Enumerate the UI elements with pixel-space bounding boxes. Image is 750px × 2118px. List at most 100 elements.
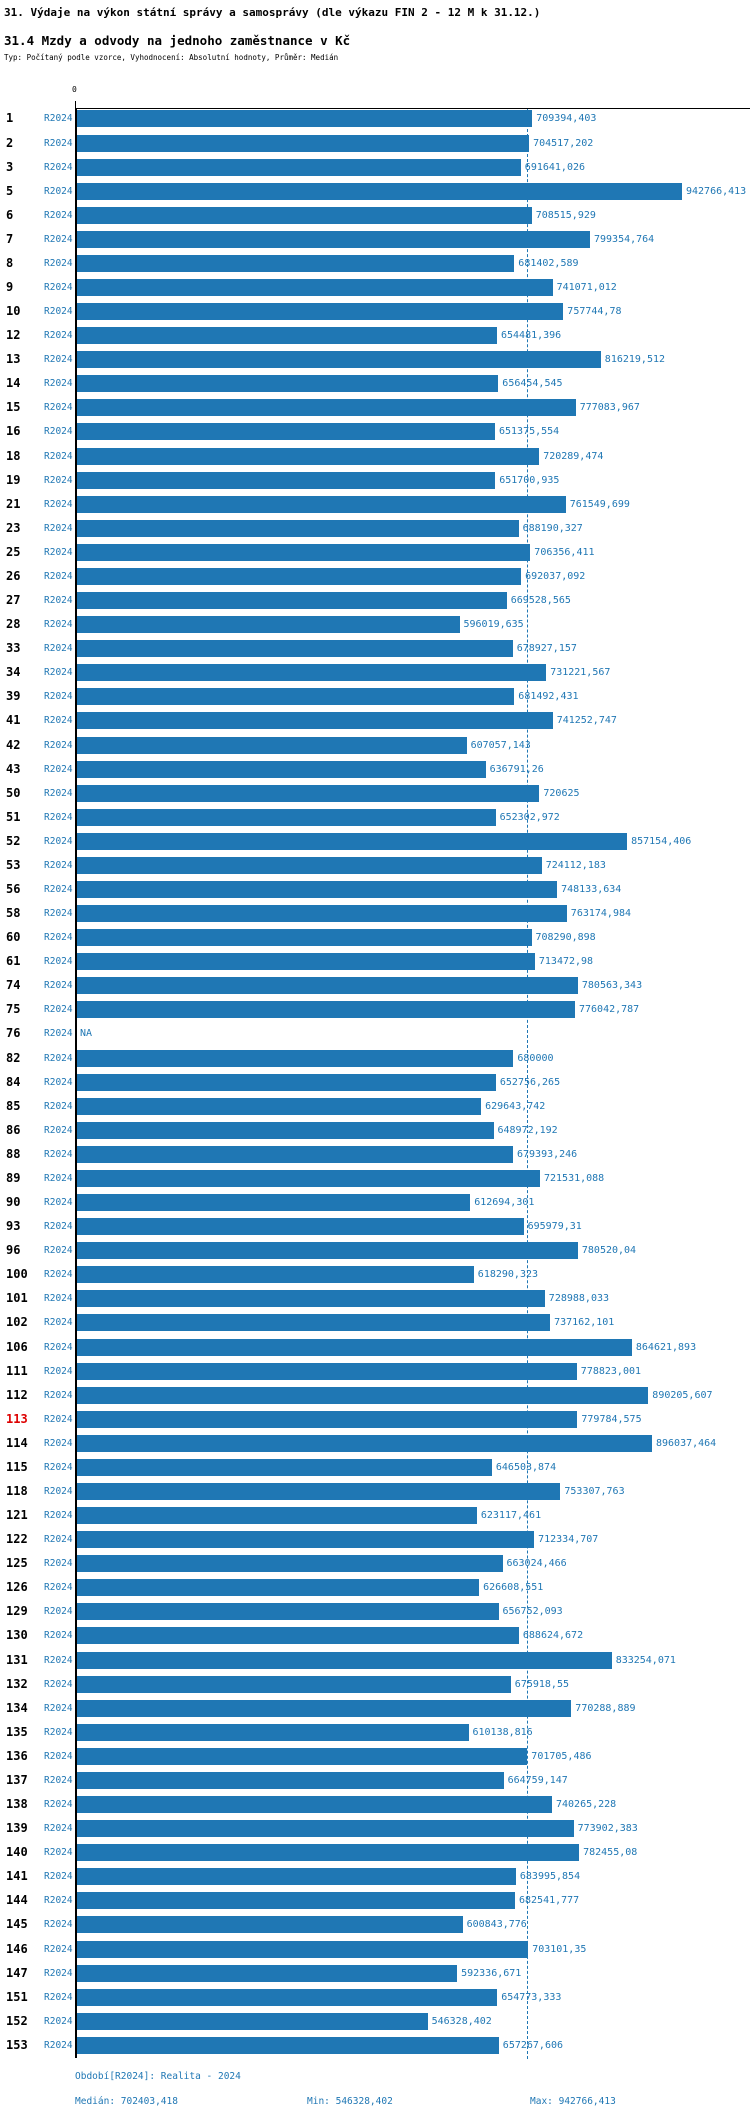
bar [77,1434,652,1452]
series-period-label: R2024 [44,1895,73,1907]
value-label: 713472,98 [538,956,594,968]
bar-row-12: 12 R2024 654481,396 [0,327,750,345]
bar [77,1771,504,1789]
bar-row-25: 25 R2024 706356,411 [0,543,750,561]
value-label: 816219,512 [604,354,666,366]
value-label: 776042,787 [579,1004,640,1016]
series-period-label: R2024 [44,1389,73,1401]
bar-row-19: 19 R2024 651700,935 [0,471,750,489]
value-label: 761549,699 [569,498,630,510]
bar [77,254,515,272]
median-reference-line [527,109,528,2059]
value-label: 780520,04 [581,1245,637,1257]
bar-row-58: 58 R2024 763174,984 [0,905,750,922]
bar [77,375,499,393]
row-number-label: 43 [6,761,21,776]
row-number-label: 6 [6,207,14,222]
row-number-label: 135 [6,1724,28,1739]
bar-row-75: 75 R2024 776042,787 [0,1001,750,1019]
series-period-label: R2024 [44,1172,73,1184]
row-number-label: 13 [6,352,21,367]
value-label: 688624,672 [522,1630,584,1642]
row-number-label: 26 [6,568,21,583]
bar [77,1194,471,1211]
value-label: 681492,431 [518,691,579,703]
row-number-label: 102 [6,1315,28,1330]
series-period-label: R2024 [44,980,73,992]
bar-row-56: 56 R2024 748133,634 [0,881,750,898]
bar [77,447,540,465]
bar [77,1627,519,1645]
bar-row-141: 141 R2024 683995,854 [0,1868,750,1886]
bar-row-74: 74 R2024 780563,343 [0,977,750,995]
row-number-label: 147 [6,1965,28,1980]
footer-min-label: Min: 546328,402 [307,2096,393,2107]
row-number-label: 101 [6,1291,28,1306]
series-period-label: R2024 [44,570,73,582]
value-label: 654773,333 [501,1991,562,2003]
chart-title: 31.4 Mzdy a odvody na jednoho zaměstnanc… [4,33,351,48]
value-label: 623117,461 [480,1510,542,1521]
row-number-label: 152 [6,2013,28,2028]
bar [77,182,682,200]
bar [77,1916,463,1934]
bar [77,616,460,634]
bar-row-122: 122 R2024 712334,707 [0,1531,750,1549]
row-number-label: 86 [6,1122,21,1137]
bar [77,784,540,802]
row-number-label: 51 [6,809,21,824]
value-label: 741252,747 [556,715,617,727]
row-number-label: 75 [6,1002,21,1017]
value-label: 942766,413 [686,185,747,197]
bar [77,1410,578,1428]
row-number-label: 19 [6,472,21,487]
bar [77,1218,524,1236]
row-number-label: 34 [6,665,21,680]
bar [77,1290,545,1308]
chart-meta-line: Typ: Počítaný podle vzorce, Vyhodnocení:… [4,53,339,62]
value-label: 652756,265 [499,1076,561,1088]
series-period-label: R2024 [44,1582,73,1594]
value-label: 731221,567 [550,667,611,679]
series-period-label: R2024 [44,1943,73,1955]
row-number-label: 1 [6,111,14,126]
value-label: 636791,26 [489,763,544,775]
row-number-label: 151 [6,1989,28,2004]
value-label: 857154,406 [631,835,692,847]
bar [77,1507,477,1524]
bar [77,1820,574,1838]
row-number-label: 144 [6,1893,28,1908]
bar [77,856,542,874]
bar [77,567,522,585]
bar [77,1266,474,1284]
bar-row-23: 23 R2024 688190,327 [0,519,750,537]
bar-row-134: 134 R2024 770288,889 [0,1699,750,1717]
bar-row-18: 18 R2024 720289,474 [0,447,750,465]
value-label: 629643,742 [485,1100,546,1112]
series-period-label: R2024 [44,1245,73,1257]
y-axis-line [75,108,77,2058]
series-period-label: R2024 [44,595,73,606]
bar-row-102: 102 R2024 737162,101 [0,1314,750,1332]
row-number-label: 56 [6,882,21,896]
series-period-label: R2024 [44,1919,73,1931]
value-label: 757744,78 [567,306,622,317]
row-number-label: 121 [6,1508,28,1522]
bar [77,230,590,248]
bar [77,279,553,296]
value-label: 782455,08 [583,1847,638,1859]
bar-row-151: 151 R2024 654773,333 [0,1988,750,2006]
row-number-label: 136 [6,1748,28,1763]
value-label: 679393,246 [517,1148,578,1160]
series-period-label: R2024 [44,1871,73,1883]
value-label: 678927,157 [516,643,577,655]
bar-row-15: 15 R2024 777083,967 [0,399,750,417]
row-number-label: 8 [6,255,14,270]
bar-row-13: 13 R2024 816219,512 [0,351,750,369]
series-period-label: R2024 [44,619,73,631]
value-label: 612694,301 [474,1197,535,1208]
bar [77,1338,632,1356]
series-period-label: R2024 [44,1269,73,1281]
series-period-label: R2024 [44,884,73,895]
series-period-label: R2024 [44,522,73,534]
